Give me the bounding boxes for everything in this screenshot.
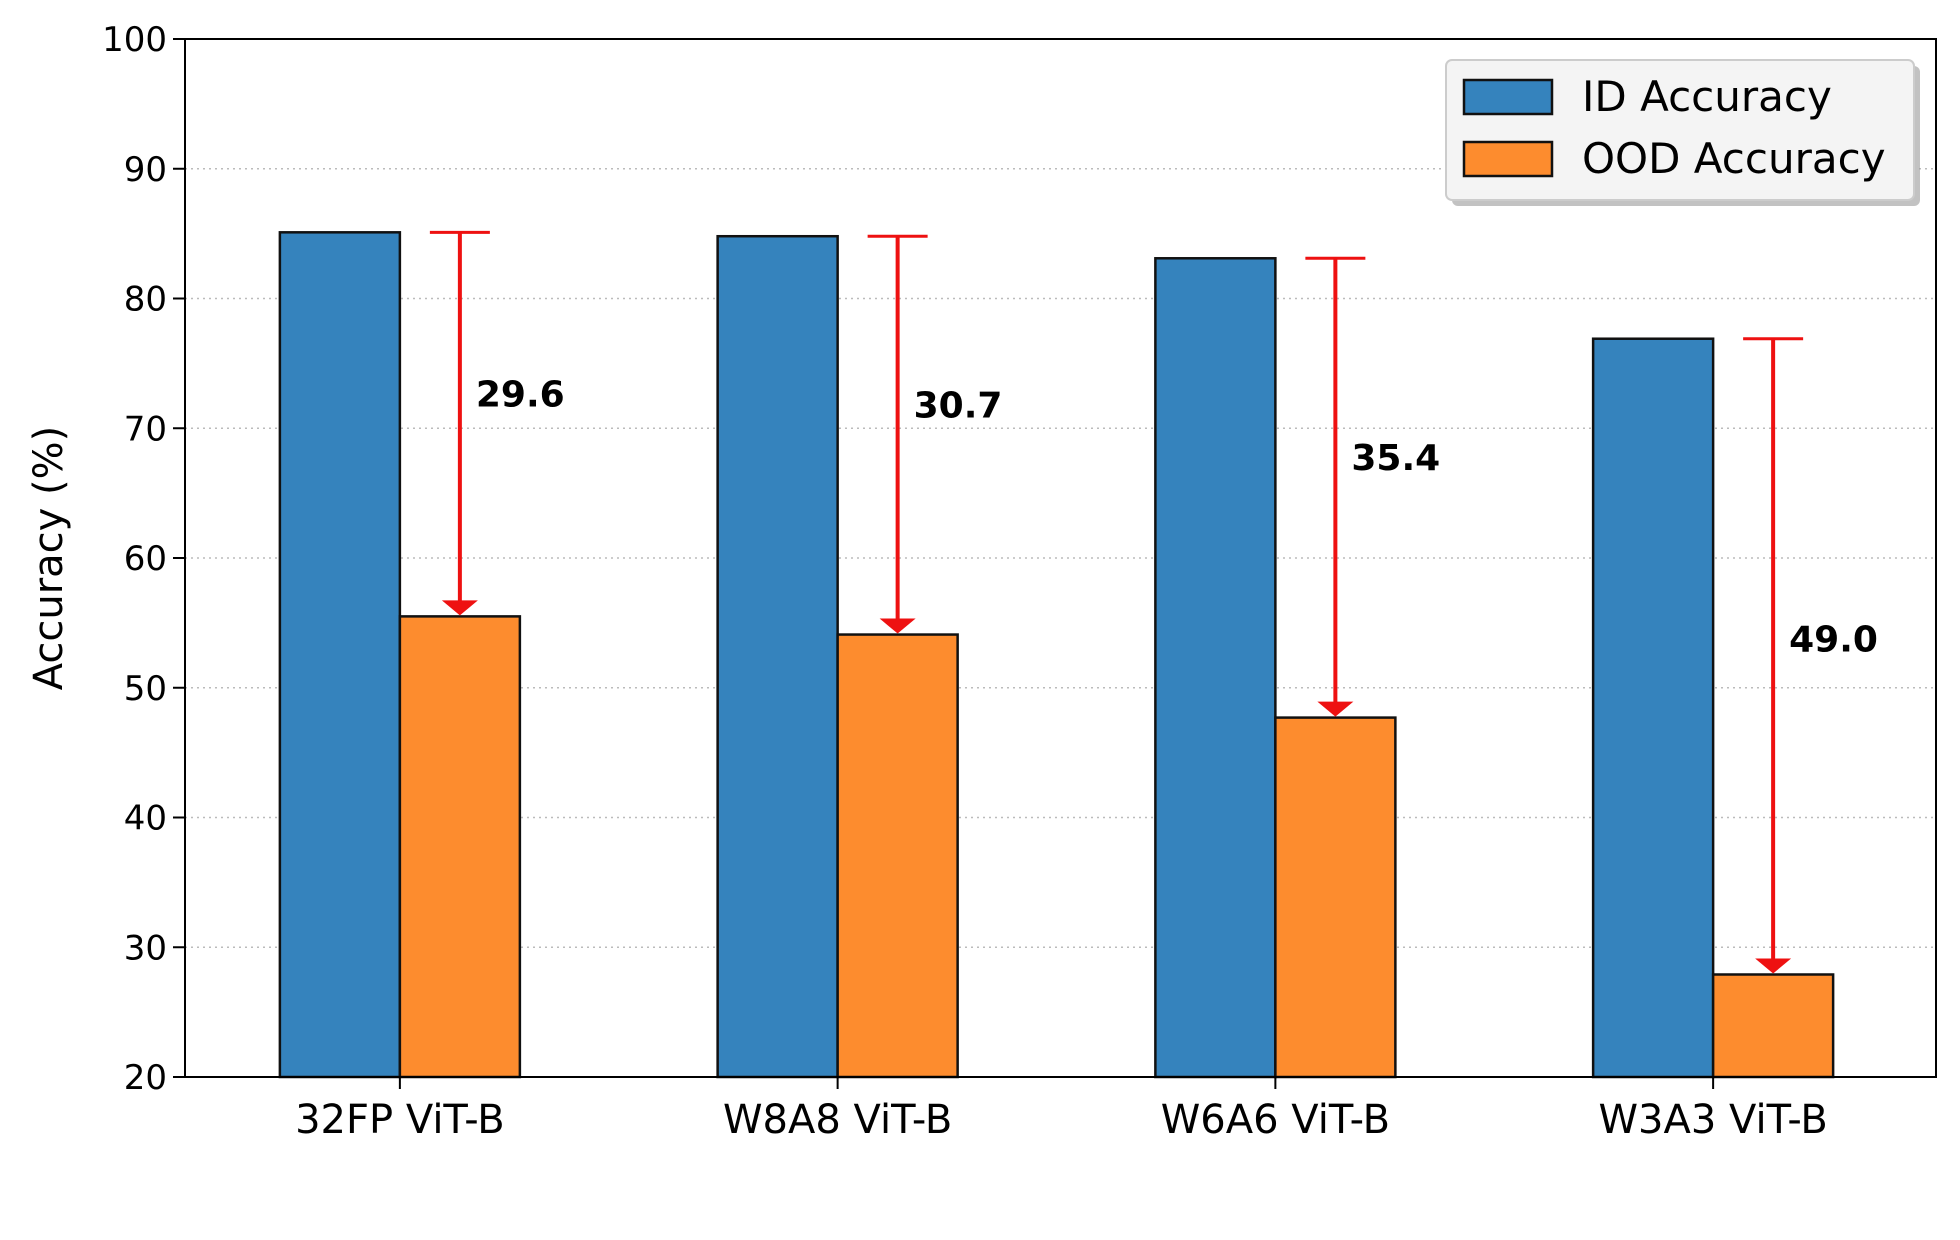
drop-label: 35.4 <box>1351 438 1440 479</box>
bar-id-accuracy <box>278 231 402 1079</box>
y-tick-label: 30 <box>124 928 167 968</box>
y-tick-label: 70 <box>124 409 167 449</box>
bar-ood-accuracy <box>1711 973 1835 1079</box>
bars <box>278 231 1835 1079</box>
drop-arrow-head <box>1317 701 1354 717</box>
y-tick-label: 100 <box>102 20 167 60</box>
bar-id-accuracy <box>1154 257 1277 1079</box>
legend: ID Accuracy OOD Accuracy <box>1445 59 1920 206</box>
drop-label: 30.7 <box>914 385 1003 426</box>
y-tick-label: 20 <box>124 1058 167 1098</box>
bar-id-accuracy <box>716 234 839 1079</box>
bar-ood-accuracy <box>398 615 522 1079</box>
drop-label: 29.6 <box>476 374 565 415</box>
x-tick-label: W8A8 ViT-B <box>723 1097 952 1143</box>
drop-arrow-head <box>441 600 478 616</box>
drop-arrow-head <box>1755 958 1792 974</box>
y-tick-label: 60 <box>124 539 167 579</box>
legend-label: ID Accuracy <box>1582 72 1832 121</box>
bar-ood-accuracy <box>836 633 959 1079</box>
y-axis-ticks: 20 30 40 50 60 70 80 90 100 <box>102 20 185 1098</box>
y-tick-label: 80 <box>124 280 167 320</box>
x-tick-label: W3A3 ViT-B <box>1598 1097 1827 1143</box>
y-tick-label: 40 <box>124 799 167 839</box>
y-axis-title: Accuracy (%) <box>26 426 72 691</box>
legend-label: OOD Accuracy <box>1582 134 1886 183</box>
y-tick-label: 50 <box>124 669 167 709</box>
drop-label: 49.0 <box>1789 620 1878 661</box>
x-tick-label: 32FP ViT-B <box>295 1097 505 1143</box>
legend-box <box>1445 59 1915 201</box>
legend-swatch <box>1462 78 1554 116</box>
y-tick-label: 90 <box>124 150 167 190</box>
drop-arrow-head <box>879 618 916 634</box>
bar-ood-accuracy <box>1274 716 1397 1079</box>
bar-id-accuracy <box>1591 337 1715 1079</box>
x-tick-label: W6A6 ViT-B <box>1161 1097 1390 1143</box>
x-axis-ticks: 32FP ViT-B W8A8 ViT-B W6A6 ViT-B W3A3 ViT-B <box>295 1077 1828 1143</box>
drop-arrows: 29.6 30.7 35.4 49.0 <box>429 230 1878 974</box>
legend-swatch <box>1462 140 1554 178</box>
